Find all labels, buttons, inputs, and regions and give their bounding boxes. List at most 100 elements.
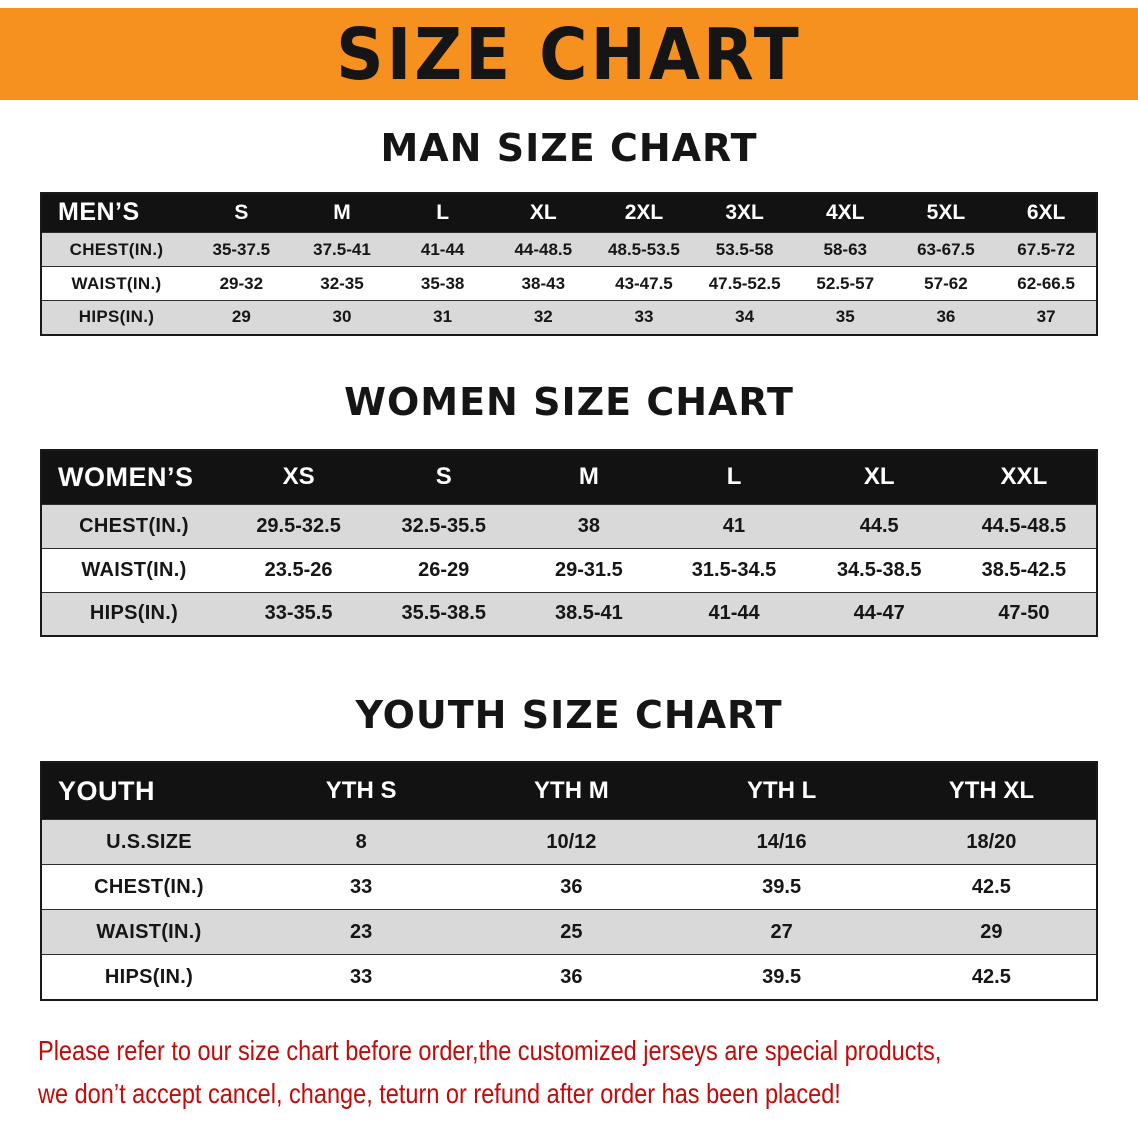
size-value: 67.5-72: [996, 232, 1097, 267]
size-value: 35-37.5: [191, 232, 292, 267]
size-value: 8: [256, 819, 467, 865]
size-value: 29.5-32.5: [226, 503, 372, 549]
size-value: 44.5: [806, 503, 952, 549]
group-label: WOMEN’S: [41, 450, 226, 505]
size-value: 18/20: [886, 819, 1097, 865]
banner: SIZE CHART: [0, 8, 1138, 100]
size-column-label: M: [291, 192, 393, 233]
women-size-table: WOMEN’S XS S M L XL XXL CHEST(IN.) 29.5-32.5 32.5…: [40, 449, 1098, 638]
size-value: 47-50: [951, 591, 1097, 637]
section-title-youth: YOUTH SIZE CHART: [355, 693, 783, 738]
size-column-label: XXL: [951, 450, 1097, 505]
size-column-label: S: [371, 450, 517, 505]
size-value: 14/16: [676, 819, 887, 865]
size-value: 33: [256, 954, 467, 1000]
size-value: 52.5-57: [794, 266, 896, 301]
size-value: 62-66.5: [996, 266, 1097, 301]
measurement-row: HIPS(IN.) 33-35.5 35.5-38.5 38.5-41 41-44 44-…: [41, 591, 1097, 637]
group-label: YOUTH: [41, 761, 256, 820]
size-column-label: YTH M: [466, 761, 677, 820]
size-value: 39.5: [676, 954, 887, 1000]
row-label: HIPS(IN.): [41, 300, 191, 335]
size-value: 23.5-26: [226, 547, 372, 593]
size-column-label: M: [516, 450, 662, 505]
size-value: 48.5-53.5: [593, 232, 695, 267]
size-value: 44-47: [806, 591, 952, 637]
size-value: 29-32: [191, 266, 292, 301]
size-column-label: 6XL: [996, 192, 1097, 233]
size-value: 42.5: [886, 864, 1097, 910]
size-value: 33: [256, 864, 467, 910]
size-value: 58-63: [794, 232, 896, 267]
size-value: 34: [694, 300, 795, 335]
size-value: 38.5-41: [516, 591, 662, 637]
size-value: 36: [895, 300, 997, 335]
size-value: 32-35: [291, 266, 393, 301]
size-column-label: 2XL: [593, 192, 695, 233]
size-value: 30: [291, 300, 393, 335]
page-title: SIZE CHART: [336, 12, 802, 96]
size-chart-page: SIZE CHART MAN SIZE CHART MEN’S S M L XL 2XL 3X…: [0, 8, 1138, 1115]
section-youth: YOUTH SIZE CHART YOUTH YTH S YTH M YTH L YTH …: [0, 693, 1138, 1001]
size-value: 29: [191, 300, 292, 335]
row-label: WAIST(IN.): [41, 266, 191, 301]
measurement-row: HIPS(IN.) 29 30 31 32 33 34 35 36 37: [41, 300, 1097, 335]
measurement-row: CHEST(IN.) 33 36 39.5 42.5: [41, 864, 1097, 910]
size-column-label: 4XL: [794, 192, 896, 233]
size-value: 63-67.5: [895, 232, 997, 267]
size-value: 25: [466, 909, 677, 955]
size-column-label: L: [392, 192, 493, 233]
size-value: 35: [794, 300, 896, 335]
size-value: 33: [593, 300, 695, 335]
size-value: 35-38: [392, 266, 493, 301]
row-label: U.S.SIZE: [41, 819, 256, 865]
size-value: 27: [676, 909, 887, 955]
size-value: 42.5: [886, 954, 1097, 1000]
measurement-row: CHEST(IN.) 29.5-32.5 32.5-35.5 38 41 44.5 44.5…: [41, 503, 1097, 549]
size-value: 44.5-48.5: [951, 503, 1097, 549]
section-women: WOMEN SIZE CHART WOMEN’S XS S M L XL XXL CHEST(I…: [0, 380, 1138, 638]
size-column-label: XL: [806, 450, 952, 505]
notice-line-1: Please refer to our size chart before or…: [38, 1034, 942, 1066]
size-value: 23: [256, 909, 467, 955]
measurement-row: WAIST(IN.) 23 25 27 29: [41, 909, 1097, 955]
header-row: WOMEN’S XS S M L XL XXL: [41, 450, 1097, 505]
size-column-label: YTH S: [256, 761, 467, 820]
size-value: 29: [886, 909, 1097, 955]
row-label: HIPS(IN.): [41, 954, 256, 1000]
footer-notice: Please refer to our size chart before or…: [38, 1029, 1100, 1115]
size-value: 29-31.5: [516, 547, 662, 593]
header-row: YOUTH YTH S YTH M YTH L YTH XL: [41, 761, 1097, 820]
measurement-row: HIPS(IN.) 33 36 39.5 42.5: [41, 954, 1097, 1000]
youth-size-table: YOUTH YTH S YTH M YTH L YTH XL U.S.SIZE 8 10/12…: [40, 760, 1098, 1001]
size-column-label: S: [191, 192, 292, 233]
size-value: 36: [466, 864, 677, 910]
size-value: 41-44: [392, 232, 493, 267]
size-value: 47.5-52.5: [694, 266, 795, 301]
size-column-label: YTH L: [676, 761, 887, 820]
row-label: WAIST(IN.): [41, 547, 226, 593]
charts: MAN SIZE CHART MEN’S S M L XL 2XL 3XL 4XL 5XL 6XL C…: [0, 126, 1138, 1001]
size-column-label: 5XL: [895, 192, 997, 233]
size-value: 39.5: [676, 864, 887, 910]
measurement-row: WAIST(IN.) 29-32 32-35 35-38 38-43 43-47.5 47.…: [41, 266, 1097, 301]
row-label: CHEST(IN.): [41, 232, 191, 267]
size-value: 41: [661, 503, 807, 549]
row-label: CHEST(IN.): [41, 864, 256, 910]
size-value: 34.5-38.5: [806, 547, 952, 593]
size-value: 10/12: [466, 819, 677, 865]
section-men: MAN SIZE CHART MEN’S S M L XL 2XL 3XL 4XL 5XL 6XL C…: [0, 126, 1138, 336]
measurement-row: CHEST(IN.) 35-37.5 37.5-41 41-44 44-48.5 48.5…: [41, 232, 1097, 267]
size-column-label: XS: [226, 450, 372, 505]
size-value: 43-47.5: [593, 266, 695, 301]
size-value: 38-43: [492, 266, 594, 301]
measurement-row: WAIST(IN.) 23.5-26 26-29 29-31.5 31.5-34.5 34…: [41, 547, 1097, 593]
size-value: 38.5-42.5: [951, 547, 1097, 593]
group-label: MEN’S: [41, 192, 191, 233]
size-value: 32: [492, 300, 594, 335]
row-label: CHEST(IN.): [41, 503, 226, 549]
size-value: 31.5-34.5: [661, 547, 807, 593]
size-value: 32.5-35.5: [371, 503, 517, 549]
section-title-women: WOMEN SIZE CHART: [344, 379, 794, 424]
section-title-men: MAN SIZE CHART: [380, 126, 758, 170]
